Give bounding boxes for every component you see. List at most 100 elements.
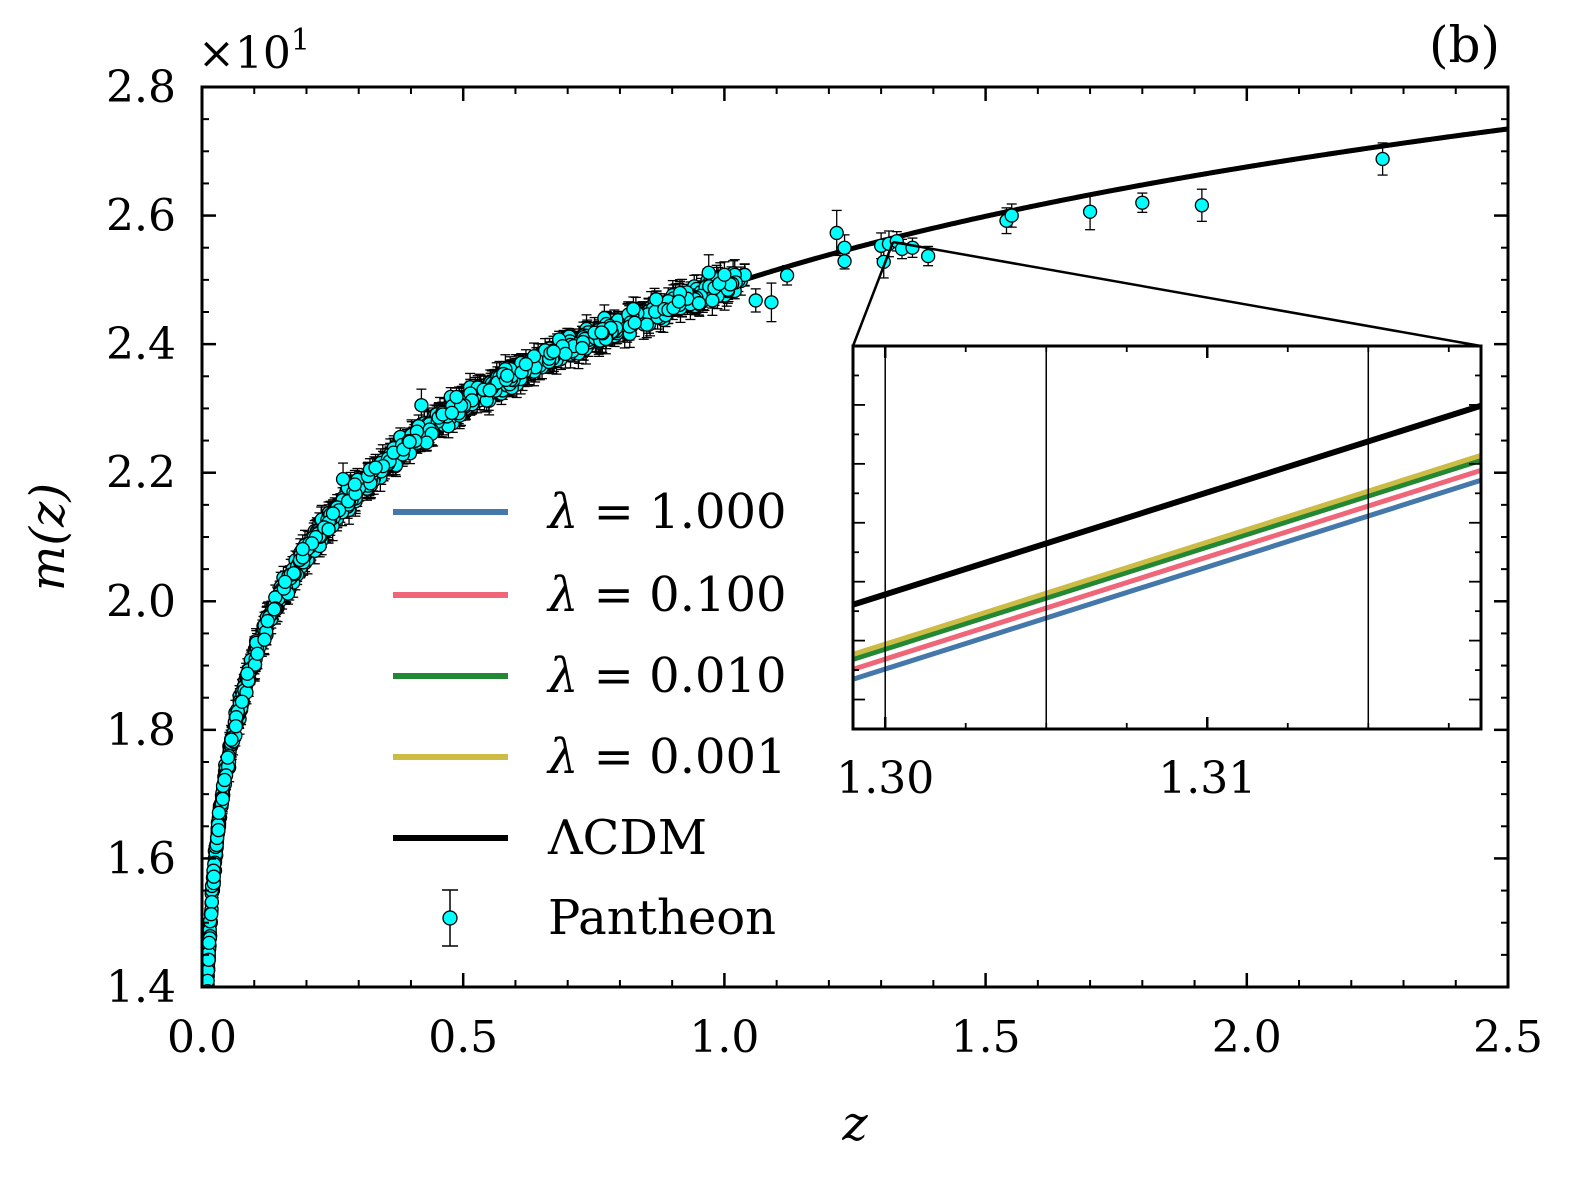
pantheon-point (347, 477, 362, 492)
pantheon-point (764, 295, 779, 310)
pantheon-point (1135, 195, 1150, 210)
pantheon-point (1194, 198, 1210, 213)
pantheon-point (837, 240, 852, 255)
pantheon-point (649, 292, 664, 307)
y-tick-label: 2.6 (106, 191, 176, 242)
pantheon-point (204, 894, 220, 910)
zoom-connector-left (851, 241, 895, 347)
pantheon-point (215, 791, 230, 807)
x-axis-label: z (841, 1096, 868, 1152)
y-axis-ticks: 1.4 1.6 1.8 2.0 2.2 2.4 2.6 2.8 (106, 62, 1508, 1013)
legend-label: ΛCDM (547, 810, 707, 866)
pantheon-point (257, 632, 272, 647)
x-tick-label: 1.0 (689, 1012, 759, 1063)
inset-curve--1-000 (853, 477, 1481, 682)
x-tick-label: 2.0 (1212, 1012, 1282, 1063)
pantheon-point (518, 357, 534, 372)
legend-point (442, 910, 458, 926)
legend-label: λ = 1.000 (546, 484, 787, 540)
legend-label: λ = 0.100 (546, 567, 787, 623)
pantheon-point (691, 296, 707, 311)
pantheon-point (286, 566, 301, 581)
pantheon-point (920, 248, 936, 264)
y-tick-label: 1.8 (106, 705, 176, 756)
legend-label: λ = 0.010 (546, 648, 787, 704)
y-axis-label: m(z) (20, 483, 76, 591)
inset-x-tick-label: 1.30 (836, 753, 934, 804)
pantheon-point (220, 750, 235, 765)
pantheon-point (277, 574, 293, 589)
inset-x-tick-label: 1.31 (1158, 753, 1256, 804)
pantheon-point (639, 317, 654, 332)
pantheon-point (204, 907, 219, 922)
pantheon-point (224, 732, 239, 747)
pantheon-point (402, 434, 417, 449)
pantheon-point (626, 301, 641, 317)
pantheon-point (671, 294, 687, 309)
legend: λ = 1.000 λ = 0.100 λ = 0.010 λ = 0.001 ΛCDM… (393, 484, 787, 947)
pantheon-point (594, 325, 609, 340)
panel-label: (b) (1429, 16, 1500, 74)
pantheon-point (206, 869, 221, 884)
pantheon-point (627, 315, 642, 330)
inset-background (853, 346, 1481, 729)
y-tick-label: 1.4 (106, 962, 176, 1013)
y-tick-label: 2.8 (106, 62, 176, 113)
pantheon-point (211, 805, 227, 820)
pantheon-point (500, 368, 515, 383)
inset-ticks: 1.30 1.31 (836, 346, 1481, 804)
pantheon-point (1004, 208, 1019, 223)
pantheon-point (1375, 151, 1390, 167)
pantheon-point (482, 383, 497, 398)
y-tick-label: 1.6 (106, 833, 176, 884)
pantheon-point (250, 646, 265, 661)
y-tick-label: 2.4 (106, 319, 176, 370)
pantheon-point (368, 460, 383, 475)
inset-curve--CDM (853, 402, 1481, 608)
pantheon-point (546, 344, 561, 359)
pantheon-point (234, 694, 250, 709)
zoom-connector-right (892, 240, 1482, 348)
legend-label: λ = 0.001 (546, 729, 787, 785)
x-tick-label: 0.0 (167, 1012, 237, 1063)
pantheon-point (1082, 204, 1098, 219)
pantheon-point (779, 268, 795, 283)
y-tick-label: 2.0 (106, 576, 176, 627)
inset-frame (851, 344, 1483, 731)
pantheon-point (414, 398, 429, 413)
pantheon-point (575, 340, 590, 356)
inset-curve--0-100 (853, 467, 1481, 672)
pantheon-point (325, 506, 341, 521)
pantheon-point (202, 935, 217, 951)
x-axis-ticks: 0.0 0.5 1.0 1.5 2.0 2.5 (167, 87, 1543, 1063)
pantheon-point (211, 822, 226, 838)
pantheon-point (321, 522, 336, 537)
pantheon-point (748, 293, 763, 308)
x-tick-label: 1.5 (951, 1012, 1021, 1063)
inset-curve--0-010 (853, 457, 1481, 662)
pantheon-point (829, 225, 844, 241)
pantheon-point (449, 389, 464, 405)
pantheon-point (217, 772, 232, 788)
pantheon-point (705, 293, 720, 308)
pantheon-point (905, 240, 920, 255)
pantheon-point (444, 405, 459, 421)
legend-label: Pantheon (548, 890, 776, 946)
y-multiplier: ×101 (198, 23, 310, 79)
pantheon-point (240, 666, 255, 681)
inset-curve--0-001 (853, 453, 1481, 657)
pantheon-point (267, 602, 282, 617)
pantheon-point (837, 254, 852, 269)
x-tick-label: 2.5 (1473, 1012, 1543, 1063)
pantheon-point (717, 267, 732, 282)
pantheon-point (701, 265, 716, 280)
pantheon-point (558, 346, 573, 362)
pantheon-point (228, 719, 244, 734)
pantheon-point (260, 613, 275, 629)
pantheon-point (295, 541, 310, 557)
pantheon-point (202, 973, 215, 987)
y-tick-label: 2.2 (106, 448, 176, 499)
x-tick-label: 0.5 (428, 1012, 498, 1063)
pantheon-point (335, 471, 351, 487)
